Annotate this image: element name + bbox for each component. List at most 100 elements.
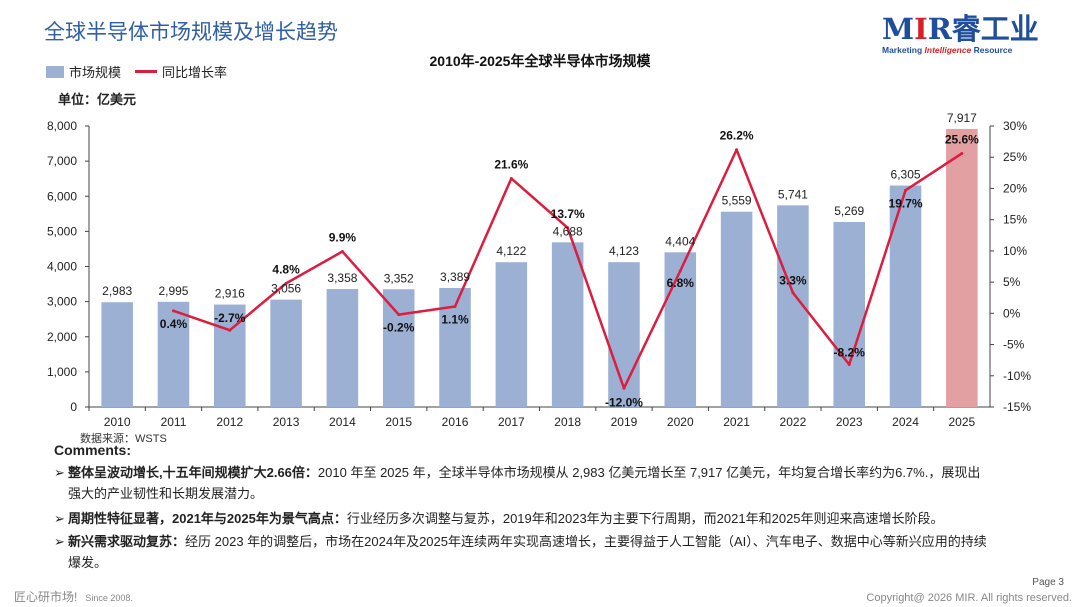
growth-point <box>678 269 682 273</box>
bar <box>270 299 302 407</box>
bar-value-label: 3,352 <box>384 271 414 285</box>
x-tick-label: 2015 <box>385 415 412 429</box>
x-tick-label: 2021 <box>723 415 750 429</box>
y-right-tick-label: -10% <box>1003 369 1031 383</box>
growth-value-label: 3.3% <box>779 274 807 288</box>
bar-value-label: 4,122 <box>496 244 526 258</box>
y-right-tick-label: 20% <box>1003 181 1027 195</box>
x-tick-label: 2011 <box>161 415 187 429</box>
bar-value-label: 4,688 <box>553 224 583 238</box>
y-left-tick-label: 7,000 <box>47 154 77 168</box>
x-tick-label: 2018 <box>554 415 581 429</box>
growth-value-label: 9.9% <box>329 231 357 245</box>
bar <box>889 185 922 407</box>
x-tick-label: 2023 <box>836 415 863 429</box>
growth-point <box>340 250 344 254</box>
y-right-tick-label: 30% <box>1003 119 1027 133</box>
growth-point <box>228 328 232 332</box>
growth-value-label: -2.7% <box>214 311 246 325</box>
legend-bar-swatch <box>46 65 64 78</box>
bar <box>326 289 359 407</box>
page-title: 全球半导体市场规模及增长趋势 <box>44 20 338 44</box>
y-left-tick-label: 6,000 <box>47 189 77 203</box>
growth-value-label: 19.7% <box>889 196 923 210</box>
growth-point <box>397 313 401 317</box>
y-left-tick-label: 1,000 <box>47 365 77 379</box>
growth-value-label: 6.8% <box>667 276 695 290</box>
x-tick-label: 2016 <box>442 415 469 429</box>
legend-bar-label: 市场规模 <box>69 65 122 80</box>
bar-series <box>101 128 978 407</box>
bullet-arrow-icon: ➢ <box>54 534 65 549</box>
x-tick-label: 2010 <box>104 415 131 429</box>
chart-legend: 市场规模 同比增长率 <box>46 62 227 81</box>
copyright: Copyright@ 2026 MIR. All rights reserved… <box>866 592 1072 604</box>
chart-axes: 0 1,000 2,000 3,000 4,000 5,000 6,000 7,000 8,00… <box>47 119 1031 429</box>
legend-line-swatch <box>135 70 158 73</box>
x-tick-label: 2017 <box>498 415 525 429</box>
comment-item: ➢ 整体呈波动增长,十五年间规模扩大2.66倍：2010 年至 2025 年，全球… <box>54 462 1054 504</box>
bar <box>720 211 753 407</box>
y-left-tick-label: 2,000 <box>47 330 77 344</box>
bar-value-label: 7,917 <box>947 111 977 125</box>
unit-label: 单位：亿美元 <box>58 92 137 107</box>
bar-value-label: 4,123 <box>609 244 639 258</box>
data-source: 数据来源：WSTS <box>80 433 167 445</box>
comment-item: ➢ 新兴需求驱动复苏：经历 2023 年的调整后，市场在2024年及2025年连续… <box>54 531 1054 573</box>
bar-value-label: 3,358 <box>327 271 357 285</box>
x-tick-label: 2020 <box>667 415 694 429</box>
bar-value-label: 5,741 <box>778 187 808 201</box>
x-tick-label: 2019 <box>611 415 638 429</box>
growth-point <box>904 188 908 192</box>
y-left-tick-label: 8,000 <box>47 119 77 133</box>
growth-value-label: 0.4% <box>160 317 188 331</box>
bar <box>382 289 415 407</box>
growth-point <box>622 386 626 390</box>
chart-title: 2010年-2025年全球半导体市场规模 <box>429 53 651 69</box>
bar-value-label: 3,389 <box>440 270 470 284</box>
growth-point <box>171 309 175 313</box>
bullet-arrow-icon: ➢ <box>54 511 65 526</box>
legend-line-label: 同比增长率 <box>162 65 228 80</box>
comments-heading: Comments: <box>54 442 132 458</box>
growth-point <box>284 281 288 285</box>
y-right-tick-label: -15% <box>1003 400 1031 414</box>
y-left-tick-label: 0 <box>70 400 77 414</box>
y-left-tick-label: 3,000 <box>47 295 77 309</box>
growth-value-label: 25.6% <box>945 132 979 146</box>
bar <box>608 262 640 407</box>
bar-value-label: 3,056 <box>271 282 301 296</box>
comment-item: ➢ 周期性特征显著，2021年与2025年为景气高点：行业经历多次调整与复苏，20… <box>54 508 1054 529</box>
growth-point <box>453 304 457 308</box>
y-left-tick-label: 4,000 <box>47 260 77 274</box>
y-right-tick-label: -5% <box>1003 338 1025 352</box>
y-right-tick-label: 5% <box>1003 275 1021 289</box>
bar <box>833 221 865 407</box>
growth-value-label: 4.8% <box>272 262 300 276</box>
y-right-tick-label: 25% <box>1003 150 1027 164</box>
bar-value-label: 2,916 <box>215 287 245 301</box>
x-tick-label: 2024 <box>892 415 919 429</box>
bar-value-label: 4,404 <box>665 234 695 248</box>
growth-value-label: -8.2% <box>834 346 866 360</box>
chart-canvas: 0 1,000 2,000 3,000 4,000 5,000 6,000 7,000 8,00… <box>47 111 1031 429</box>
y-right-tick-label: 15% <box>1003 213 1027 227</box>
bar <box>101 302 133 407</box>
logo-wordmark: MIR睿工业 <box>882 12 1039 46</box>
growth-value-label: -0.2% <box>383 321 415 335</box>
growth-point <box>847 363 851 367</box>
y-right-tick-label: 10% <box>1003 244 1027 258</box>
bar-value-label: 2,995 <box>158 284 188 298</box>
y-left-tick-label: 5,000 <box>47 224 77 238</box>
bar-value-label: 2,983 <box>102 284 132 298</box>
growth-value-label: -12.0% <box>605 395 643 409</box>
bar-value-label: 5,559 <box>722 194 752 208</box>
bullet-arrow-icon: ➢ <box>54 465 65 480</box>
growth-value-label: 13.7% <box>551 207 585 221</box>
logo-tagline: Marketing Intelligence Resource <box>882 45 1013 55</box>
growth-point <box>566 226 570 230</box>
mir-logo: MIR睿工业 Marketing Intelligence Resource <box>882 14 1042 64</box>
page-number: Page 3 <box>1032 577 1064 588</box>
growth-value-label: 26.2% <box>720 129 754 143</box>
footer-slogan: 匠心研市场! Since 2008. <box>14 590 133 604</box>
